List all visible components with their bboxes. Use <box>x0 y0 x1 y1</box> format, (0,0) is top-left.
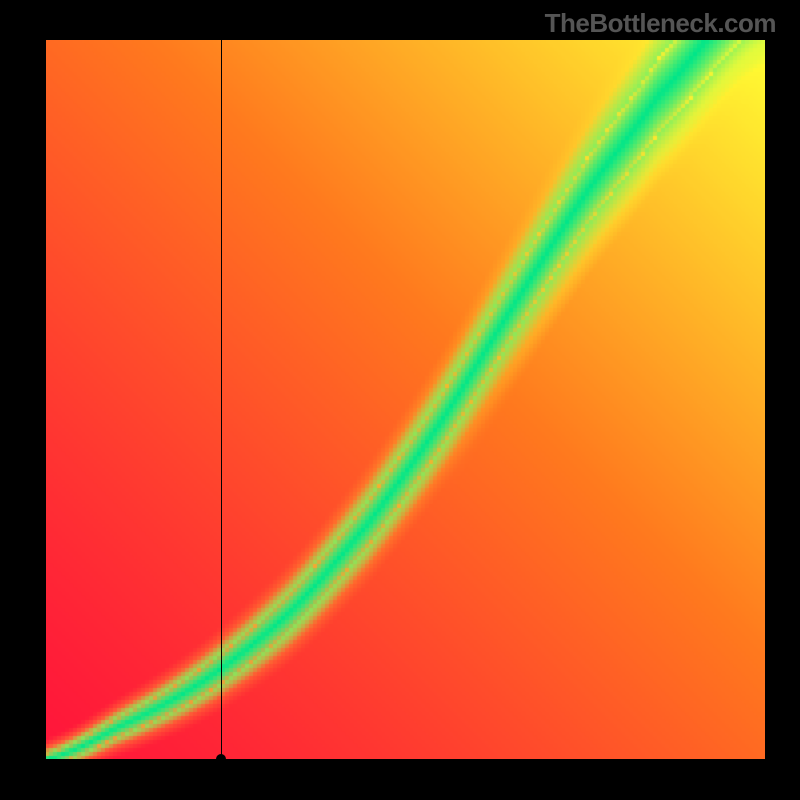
y-axis-line <box>45 40 46 760</box>
x-axis-line <box>45 759 765 760</box>
crosshair-marker-dot <box>216 754 226 764</box>
chart-container: TheBottleneck.com <box>0 0 800 800</box>
watermark-text: TheBottleneck.com <box>545 8 776 39</box>
heatmap-plot <box>45 40 765 760</box>
vertical-crosshair-line <box>221 40 222 760</box>
heatmap-canvas <box>45 40 765 760</box>
